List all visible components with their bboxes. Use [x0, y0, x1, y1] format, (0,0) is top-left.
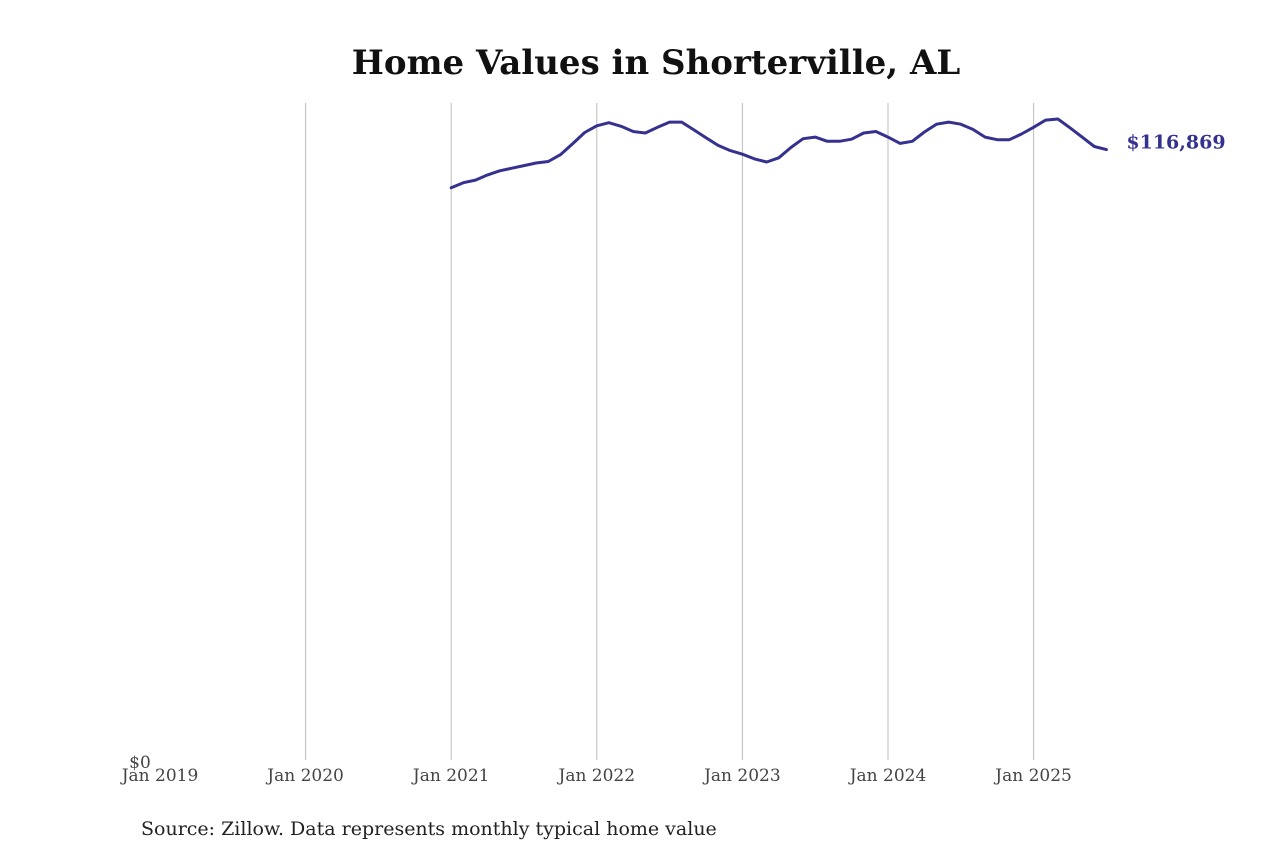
- x-tick-label: Jan 2024: [848, 766, 927, 786]
- x-tick-label: Jan 2022: [557, 766, 636, 786]
- x-tick-label: Jan 2021: [411, 766, 490, 786]
- series-line: [449, 117, 1108, 190]
- y-tick-label: $0: [129, 753, 151, 773]
- gridlines: [305, 103, 1035, 760]
- end-value-label: $116,869: [1126, 132, 1225, 154]
- x-axis-tick-labels: Jan 2019 Jan 2020 Jan 2021 Jan 2022 Jan 2023…: [120, 766, 1072, 786]
- x-tick-label: Jan 2020: [265, 766, 344, 786]
- series-layer: $116,869: [449, 117, 1226, 190]
- source-note: Source: Zillow. Data represents monthly …: [141, 818, 717, 840]
- x-tick-label: Jan 2019: [120, 766, 199, 786]
- x-tick-label: Jan 2023: [702, 766, 781, 786]
- x-tick-label: Jan 2025: [993, 766, 1072, 786]
- y-axis-tick-labels: $0: [129, 753, 151, 773]
- chart-title: Home Values in Shorterville, AL: [352, 43, 961, 83]
